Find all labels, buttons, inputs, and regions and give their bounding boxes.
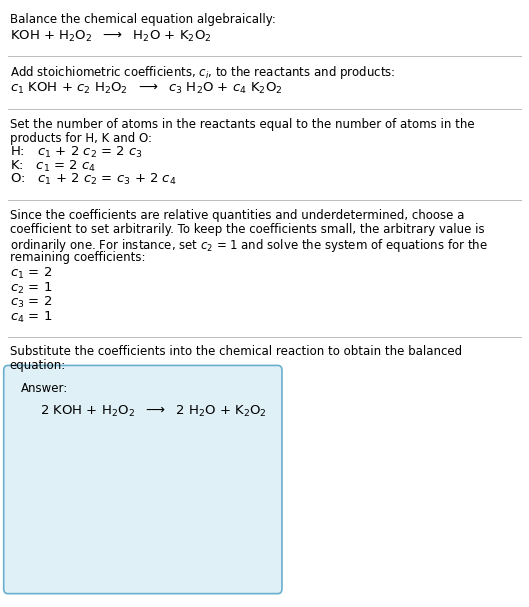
Text: Balance the chemical equation algebraically:: Balance the chemical equation algebraica… (10, 13, 276, 26)
FancyBboxPatch shape (4, 365, 282, 594)
Text: Answer:: Answer: (21, 382, 68, 395)
Text: KOH + H$_2$O$_2$  $\longrightarrow$  H$_2$O + K$_2$O$_2$: KOH + H$_2$O$_2$ $\longrightarrow$ H$_2$… (10, 29, 211, 44)
Text: $c_3$ = 2: $c_3$ = 2 (10, 295, 52, 310)
Text: $c_2$ = 1: $c_2$ = 1 (10, 280, 52, 296)
Text: coefficient to set arbitrarily. To keep the coefficients small, the arbitrary va: coefficient to set arbitrarily. To keep … (10, 223, 484, 236)
Text: K:   $c_1$ = 2 $c_4$: K: $c_1$ = 2 $c_4$ (10, 158, 96, 174)
Text: $c_4$ = 1: $c_4$ = 1 (10, 310, 52, 325)
Text: O:   $c_1$ + 2 $c_2$ = $c_3$ + 2 $c_4$: O: $c_1$ + 2 $c_2$ = $c_3$ + 2 $c_4$ (10, 172, 176, 188)
Text: Set the number of atoms in the reactants equal to the number of atoms in the: Set the number of atoms in the reactants… (10, 118, 474, 131)
Text: ordinarily one. For instance, set $c_2$ = 1 and solve the system of equations fo: ordinarily one. For instance, set $c_2$ … (10, 237, 487, 254)
Text: $c_1$ KOH + $c_2$ H$_2$O$_2$  $\longrightarrow$  $c_3$ H$_2$O + $c_4$ K$_2$O$_2$: $c_1$ KOH + $c_2$ H$_2$O$_2$ $\longright… (10, 81, 282, 96)
Text: products for H, K and O:: products for H, K and O: (10, 132, 151, 144)
Text: remaining coefficients:: remaining coefficients: (10, 251, 145, 263)
Text: Add stoichiometric coefficients, $c_i$, to the reactants and products:: Add stoichiometric coefficients, $c_i$, … (10, 64, 395, 81)
Text: Since the coefficients are relative quantities and underdetermined, choose a: Since the coefficients are relative quan… (10, 209, 464, 222)
Text: equation:: equation: (10, 359, 66, 372)
Text: Substitute the coefficients into the chemical reaction to obtain the balanced: Substitute the coefficients into the che… (10, 345, 462, 358)
Text: 2 KOH + H$_2$O$_2$  $\longrightarrow$  2 H$_2$O + K$_2$O$_2$: 2 KOH + H$_2$O$_2$ $\longrightarrow$ 2 H… (40, 404, 267, 419)
Text: $c_1$ = 2: $c_1$ = 2 (10, 266, 52, 281)
Text: H:   $c_1$ + 2 $c_2$ = 2 $c_3$: H: $c_1$ + 2 $c_2$ = 2 $c_3$ (10, 144, 142, 160)
